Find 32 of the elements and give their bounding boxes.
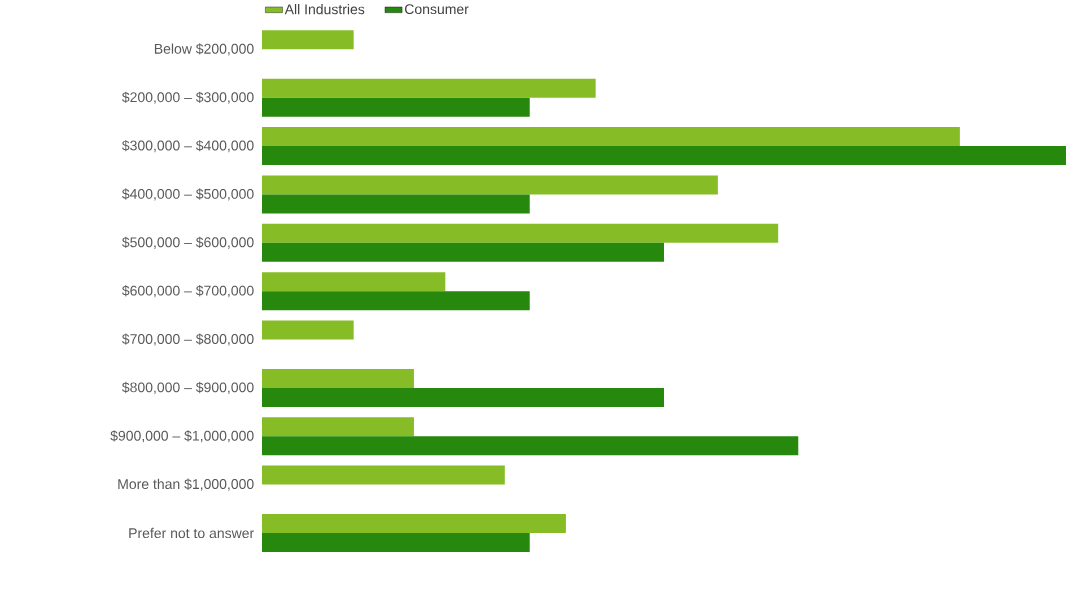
bar [262, 272, 446, 292]
bar [262, 291, 530, 311]
bar [262, 436, 799, 456]
bar [262, 97, 530, 117]
bar [262, 513, 566, 533]
bar [262, 223, 779, 243]
y-tick-label: $800,000 – $900,000 [122, 381, 254, 394]
y-tick-label: $300,000 – $400,000 [122, 139, 254, 153]
bar [262, 320, 354, 340]
bar [262, 78, 596, 98]
bar [262, 194, 530, 214]
y-tick-label: $200,000 – $300,000 [122, 91, 254, 104]
y-tick-label: $700,000 – $800,000 [122, 333, 254, 346]
bar [262, 532, 530, 552]
bar [262, 417, 414, 437]
legend-label: All Industries [284, 3, 365, 15]
bar [262, 30, 354, 50]
bar [262, 242, 664, 262]
bar [262, 368, 414, 388]
y-tick-label: $500,000 – $600,000 [122, 236, 254, 249]
y-tick-label: More than $1,000,000 [118, 478, 254, 491]
bar [262, 175, 718, 195]
bar [262, 127, 960, 146]
y-tick-label: $600,000 – $700,000 [122, 285, 254, 298]
bar [262, 465, 505, 485]
bar [262, 387, 664, 407]
y-tick-label: Prefer not to answer [129, 527, 254, 539]
bar [262, 146, 1066, 165]
y-tick-label: $900,000 – $1,000,000 [110, 430, 254, 443]
y-tick-label: Below $200,000 [154, 43, 254, 56]
legend-label: Consumer [404, 4, 469, 15]
y-tick-label: $400,000 – $500,000 [122, 188, 254, 201]
